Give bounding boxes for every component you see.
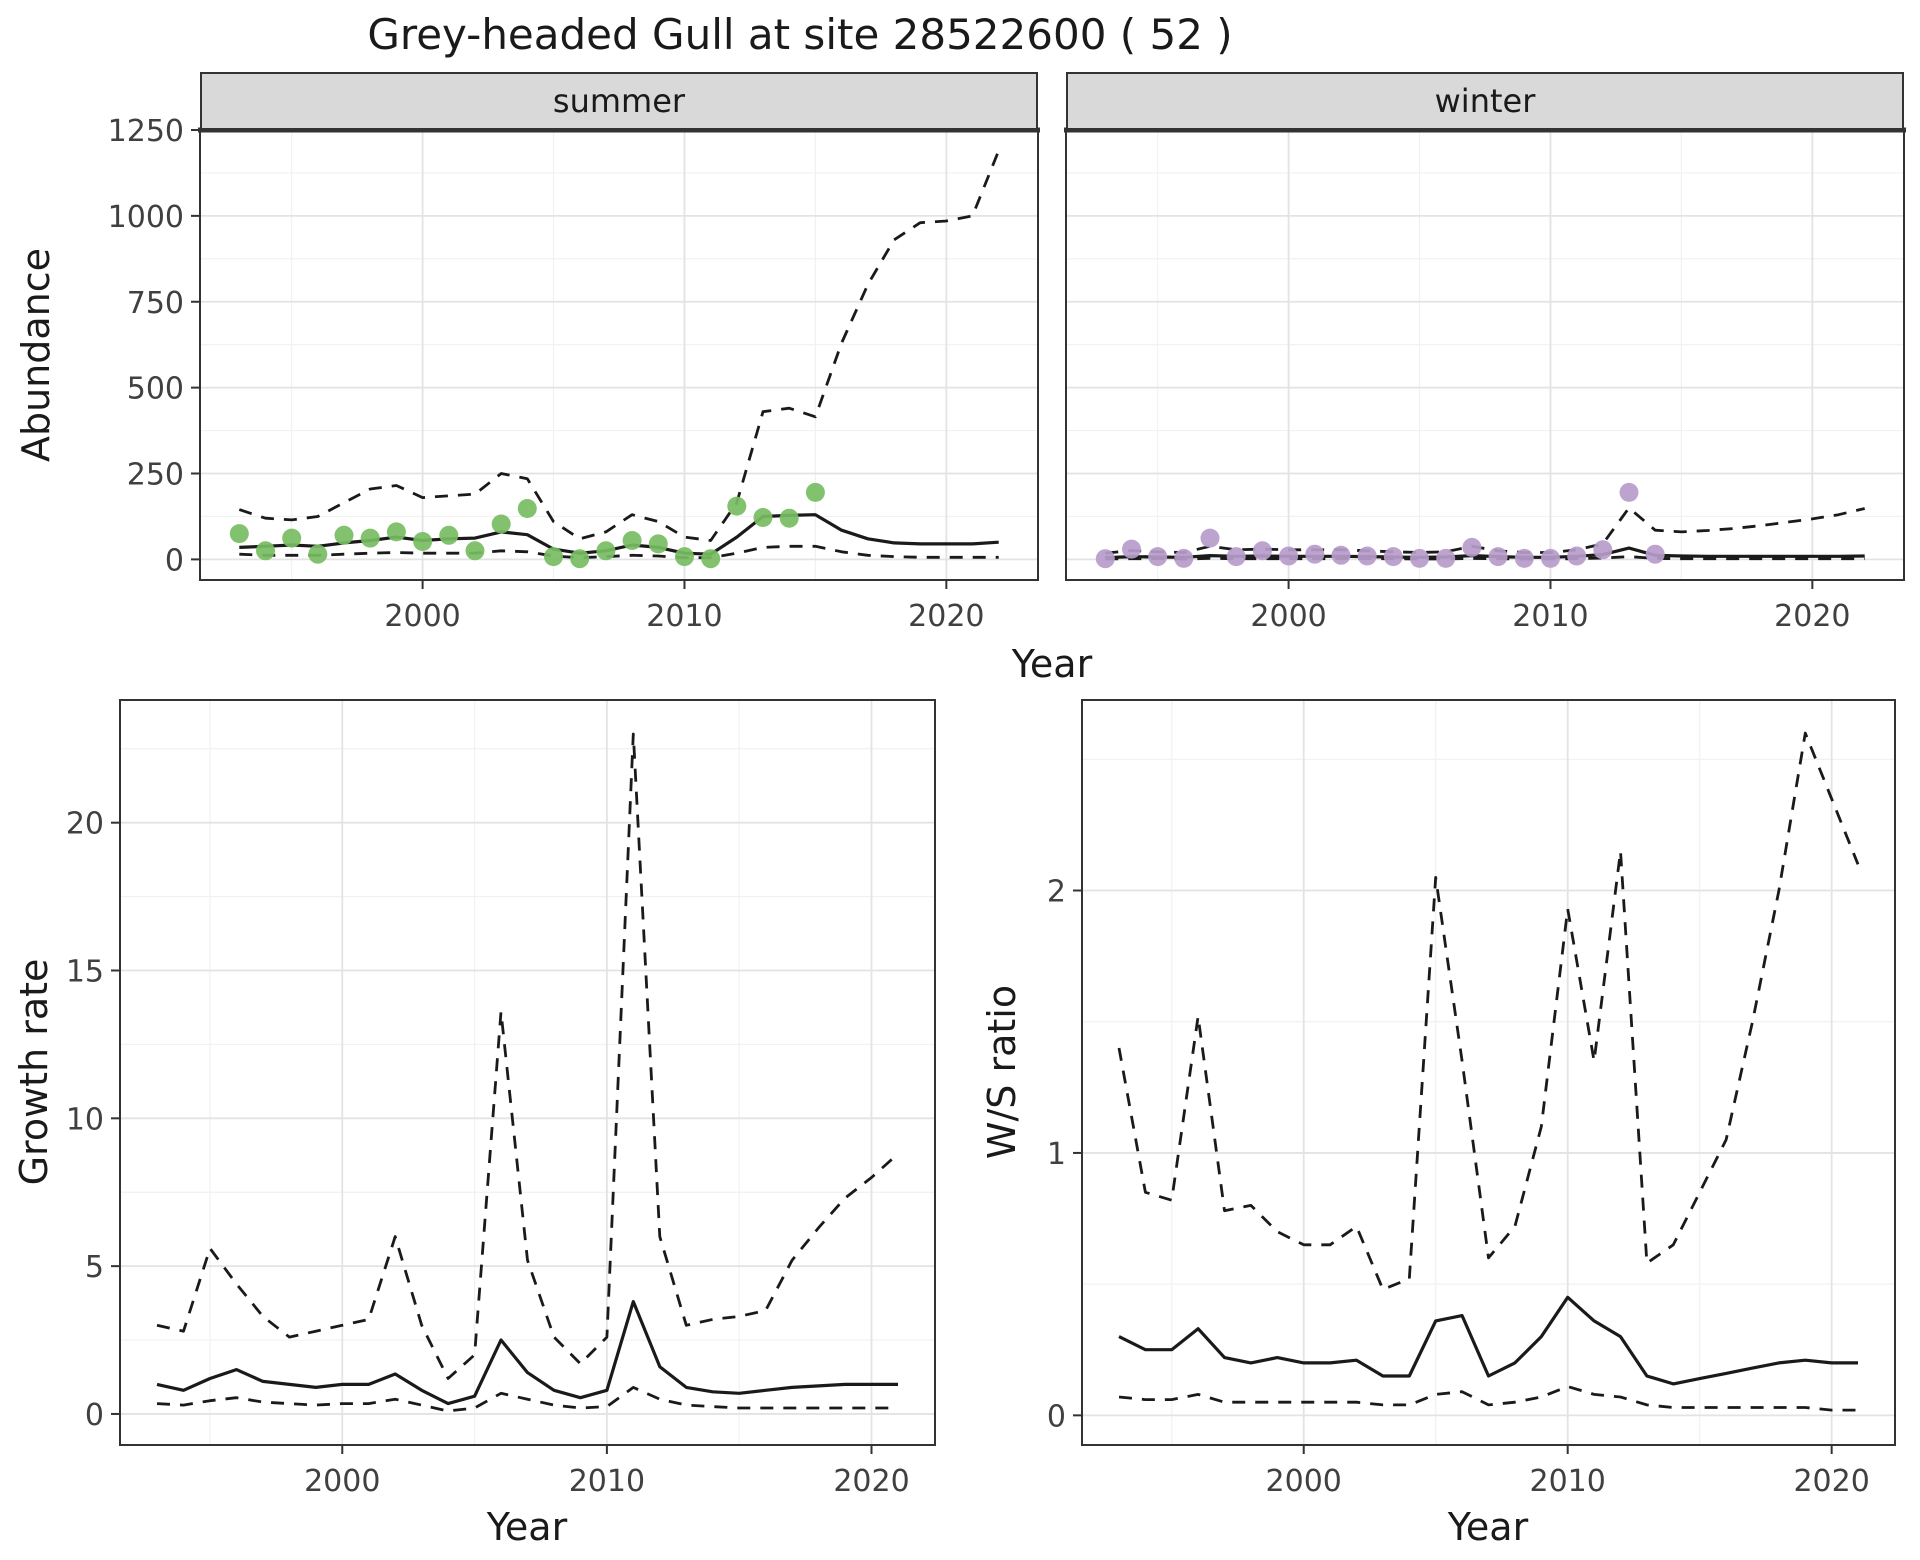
data-point-winter [1462, 537, 1482, 557]
data-point-summer [229, 524, 249, 544]
data-point-winter [1514, 548, 1534, 568]
x-tick-label: 2000 [304, 1464, 380, 1499]
data-point-winter [1200, 528, 1220, 548]
data-point-summer [596, 541, 616, 561]
data-point-winter [1383, 547, 1403, 567]
x-tick-label: 2010 [1512, 599, 1588, 634]
x-tick-label: 2020 [908, 599, 984, 634]
y-tick-label: 1000 [108, 200, 184, 235]
y-tick-label: 750 [127, 286, 184, 321]
x-tick-label: 2000 [1250, 599, 1326, 634]
series-ws-lower-ci [1118, 1385, 1858, 1412]
y-tick-label: 0 [1047, 1399, 1066, 1434]
facet-label-winter: winter [1434, 82, 1536, 120]
data-point-summer [308, 544, 328, 564]
data-point-winter [1122, 539, 1141, 559]
x-tick-label: 2020 [1793, 1464, 1869, 1499]
series-growth-lower-ci [156, 1386, 898, 1413]
panel-growth: 2000 2010 2020 0 5 10 15 20 [66, 699, 936, 1499]
x-tick-label: 2020 [833, 1464, 909, 1499]
y-tick-label: 500 [127, 372, 184, 407]
x-tick-label: 2010 [569, 1464, 645, 1499]
data-point-summer [386, 522, 406, 542]
data-point-summer [570, 549, 590, 569]
series-ws-upper-ci [1117, 731, 1860, 1291]
y-tick-label: 10 [66, 1102, 104, 1137]
x-tick-label: 2000 [1266, 1464, 1342, 1499]
facet-strip-winter: winter [1066, 72, 1904, 130]
x-axis-title-year-top: Year [1011, 642, 1093, 686]
data-point-summer [334, 525, 354, 545]
data-point-winter [1331, 545, 1351, 565]
y-tick-label: 0 [165, 543, 184, 578]
data-point-winter [1567, 546, 1587, 566]
series-ws-fit [1118, 1295, 1858, 1386]
panel-ws: 2000 2010 2020 0 1 2 [1047, 699, 1896, 1499]
panel-winter: 2000 2010 2020 [1064, 127, 1906, 634]
data-point-summer [439, 525, 459, 545]
data-point-summer [360, 528, 380, 548]
y-tick-label: 2 [1047, 875, 1066, 910]
data-point-summer [648, 534, 668, 554]
data-point-winter [1305, 544, 1325, 564]
data-point-summer [779, 508, 799, 528]
y-axis-title-ws-ratio: W/S ratio [980, 984, 1024, 1160]
data-point-summer [675, 547, 694, 567]
data-point-winter [1279, 546, 1299, 566]
series-summer-upper-ci [238, 150, 1000, 542]
data-point-summer [727, 496, 747, 516]
data-point-summer [622, 531, 642, 550]
y-tick-label: 1 [1047, 1137, 1066, 1172]
y-tick-label: 250 [127, 458, 184, 493]
facet-strip-summer: summer [200, 72, 1038, 130]
y-axis-title-growth-rate: Growth rate [12, 958, 56, 1186]
data-point-winter [1148, 547, 1168, 567]
panel-summer: 2000 2010 2020 0 250 500 750 1000 1250 [108, 114, 1040, 634]
data-point-winter [1541, 548, 1560, 568]
x-tick-label: 2020 [1774, 599, 1850, 634]
data-point-winter [1226, 547, 1246, 567]
data-point-summer [256, 541, 275, 561]
data-point-winter [1410, 548, 1429, 568]
data-point-winter [1619, 482, 1639, 502]
x-tick-label: 2010 [646, 599, 722, 634]
series-growth-upper-ci [156, 732, 899, 1380]
data-point-winter [1645, 544, 1665, 564]
y-tick-label: 15 [66, 955, 104, 990]
data-point-summer [413, 532, 433, 551]
y-axis-title-abundance: Abundance [14, 247, 58, 463]
data-point-winter [1174, 548, 1194, 568]
x-axis-title-year-growth: Year [486, 1505, 568, 1549]
y-tick-label: 5 [85, 1250, 104, 1285]
y-tick-label: 1250 [108, 114, 184, 149]
chart-title: Grey-headed Gull at site 28522600 ( 52 ) [367, 9, 1233, 59]
data-point-summer [805, 482, 825, 502]
facet-label-summer: summer [552, 82, 686, 120]
series-summer-lower-ci [239, 544, 999, 560]
data-point-winter [1436, 548, 1456, 568]
data-point-winter [1095, 549, 1115, 569]
series-growth-fit [156, 1300, 898, 1406]
data-point-winter [1488, 547, 1508, 567]
x-axis-title-year-ws: Year [1447, 1505, 1529, 1549]
data-point-winter [1593, 540, 1613, 560]
x-tick-label: 2010 [1530, 1464, 1606, 1499]
data-point-summer [517, 499, 537, 518]
data-point-summer [465, 541, 485, 561]
y-tick-label: 20 [66, 807, 104, 842]
data-point-summer [491, 514, 511, 534]
data-point-summer [753, 508, 773, 527]
data-point-summer [282, 528, 302, 548]
y-tick-label: 0 [85, 1398, 104, 1433]
data-point-summer [544, 547, 563, 567]
data-point-winter [1252, 541, 1272, 561]
x-tick-label: 2000 [384, 599, 460, 634]
data-point-summer [701, 549, 721, 569]
data-point-winter [1357, 546, 1377, 566]
